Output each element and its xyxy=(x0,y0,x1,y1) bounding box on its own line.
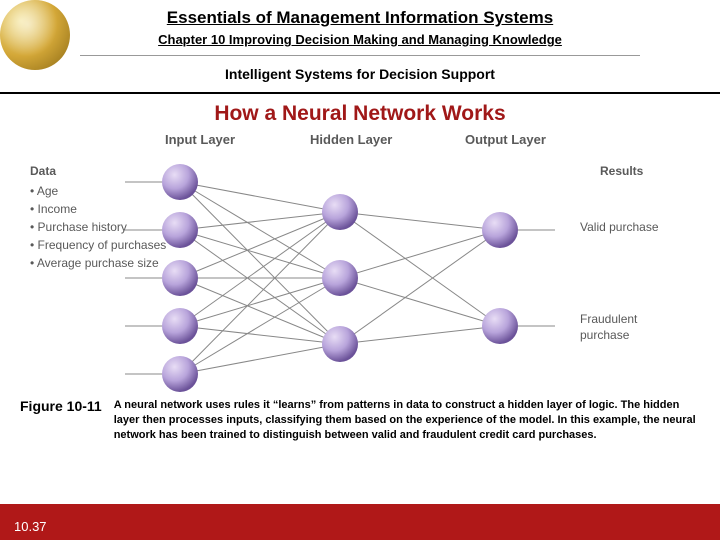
results-heading: Results xyxy=(600,164,643,178)
network-node xyxy=(322,326,358,362)
edge xyxy=(180,326,340,344)
slide-title: How a Neural Network Works xyxy=(0,102,720,126)
separator-line xyxy=(0,92,720,94)
edge xyxy=(180,212,340,230)
network-node xyxy=(482,212,518,248)
edge xyxy=(180,182,340,212)
edge xyxy=(180,344,340,374)
edge xyxy=(180,230,340,344)
edge xyxy=(340,230,500,344)
edge xyxy=(180,182,340,344)
network-node xyxy=(322,194,358,230)
edge xyxy=(340,326,500,344)
layer-label-input: Input Layer xyxy=(165,132,235,147)
edge xyxy=(340,278,500,326)
network-node xyxy=(322,260,358,296)
network-node xyxy=(162,212,198,248)
edge xyxy=(180,278,340,326)
globe-graphic xyxy=(0,0,70,70)
footer-bar: 10.37 xyxy=(0,504,720,540)
layer-label-output: Output Layer xyxy=(465,132,546,147)
result-fraud: Fraudulent purchase xyxy=(580,312,660,343)
figure-caption: A neural network uses rules it “learns” … xyxy=(114,398,700,443)
neural-network-diagram: Input Layer Hidden Layer Output Layer Da… xyxy=(20,132,700,392)
page-number: 10.37 xyxy=(14,519,47,534)
edge xyxy=(180,278,340,344)
section-title: Intelligent Systems for Decision Support xyxy=(0,66,720,82)
network-node xyxy=(162,260,198,296)
edge xyxy=(340,230,500,278)
layer-label-hidden: Hidden Layer xyxy=(310,132,392,147)
network-svg xyxy=(120,152,560,402)
network-node xyxy=(482,308,518,344)
book-title: Essentials of Management Information Sys… xyxy=(0,8,720,28)
network-node xyxy=(162,164,198,200)
edge xyxy=(180,212,340,374)
header-divider xyxy=(80,55,640,56)
network-node xyxy=(162,356,198,392)
edge xyxy=(340,212,500,230)
result-valid: Valid purchase xyxy=(580,220,660,236)
edge xyxy=(180,212,340,326)
chapter-subtitle: Chapter 10 Improving Decision Making and… xyxy=(0,32,720,47)
edge xyxy=(180,230,340,278)
figure-label: Figure 10-11 xyxy=(20,398,102,443)
edge xyxy=(340,212,500,326)
data-heading: Data xyxy=(30,164,56,178)
network-node xyxy=(162,308,198,344)
edge xyxy=(180,212,340,278)
